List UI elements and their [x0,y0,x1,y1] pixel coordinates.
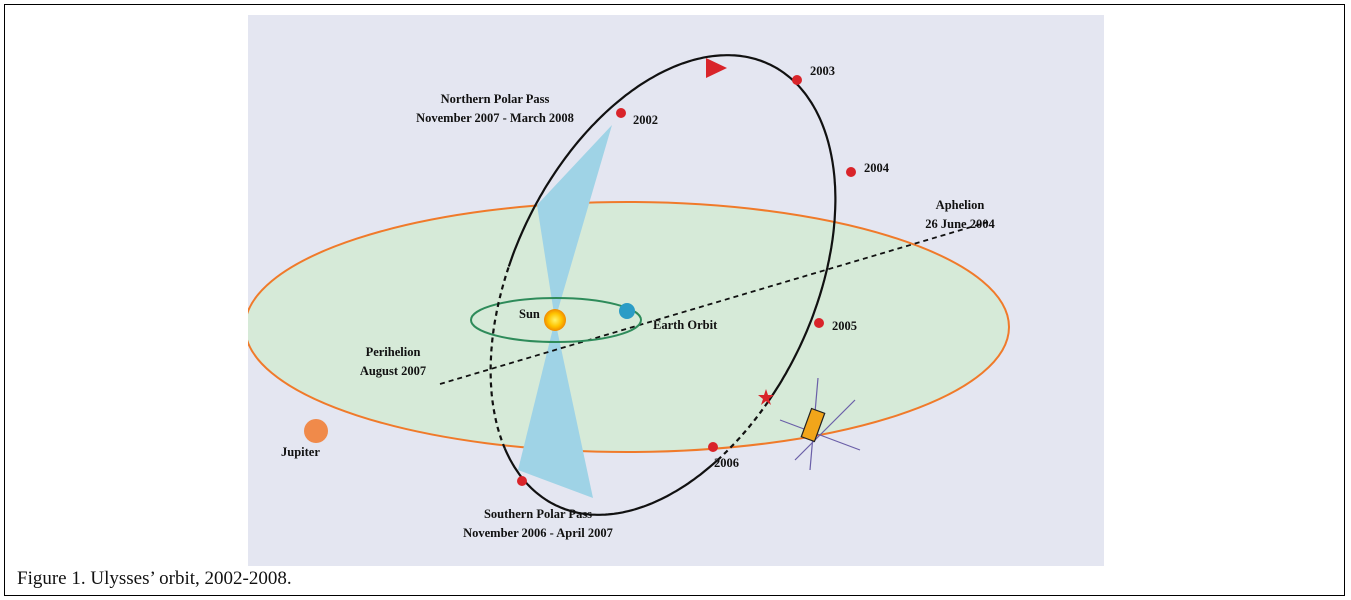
orbit-solid [507,218,530,267]
earth [619,303,635,319]
label: Sun [519,307,540,321]
caption: Figure 1. Ulysses’ orbit, 2002-2008. [17,568,292,589]
label: November 2007 - March 2008 [416,111,574,125]
orbit-dashed [716,401,769,461]
label: Aphelion [936,198,985,212]
year-label: 2005 [832,319,857,333]
year-dots [517,75,856,486]
jupiter [304,419,328,443]
label: November 2006 - April 2007 [463,526,613,540]
orbit-dashed [489,266,510,450]
label: Earth Orbit [653,318,718,332]
label: Perihelion [366,345,421,359]
earth-orbit [470,297,642,343]
label: 26 June 2004 [925,217,995,231]
label: August 2007 [360,364,426,378]
sun [544,309,566,331]
year-label: 2004 [864,161,890,175]
direction-arrow [706,58,727,78]
year-label: 2002 [633,113,658,127]
star-marker [758,389,774,405]
year-label: 2003 [810,64,835,78]
north-cone [537,125,612,320]
south-cone [518,320,593,498]
year-label: 2006 [714,456,739,470]
orbit-solid [527,54,837,403]
label: Northern Polar Pass [441,92,550,106]
label: Jupiter [281,445,320,459]
spacecraft [779,377,861,471]
figure-frame [4,4,1345,596]
jupiter-orbit [248,201,1010,453]
label: Southern Polar Pass [484,507,592,521]
